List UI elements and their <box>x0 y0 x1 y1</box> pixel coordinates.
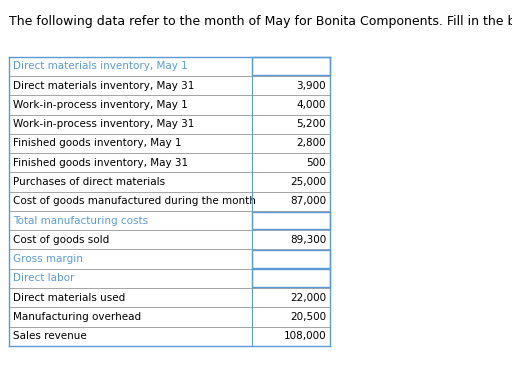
Bar <box>9 172 330 192</box>
Text: 20,500: 20,500 <box>290 312 326 322</box>
Text: Cost of goods manufactured during the month: Cost of goods manufactured during the mo… <box>13 196 256 206</box>
Text: Direct materials inventory, May 31: Direct materials inventory, May 31 <box>13 81 195 91</box>
Bar <box>9 115 330 134</box>
Bar <box>251 57 330 75</box>
Bar <box>9 153 330 172</box>
Text: Total manufacturing costs: Total manufacturing costs <box>13 216 148 225</box>
Text: 108,000: 108,000 <box>284 331 326 341</box>
Text: 500: 500 <box>307 158 326 168</box>
Bar <box>251 250 330 268</box>
Bar <box>9 269 330 288</box>
Text: 89,300: 89,300 <box>290 235 326 245</box>
Text: 25,000: 25,000 <box>290 177 326 187</box>
Text: The following data refer to the month of May for Bonita Components. Fill in the : The following data refer to the month of… <box>9 15 512 28</box>
Text: 5,200: 5,200 <box>296 119 326 129</box>
Text: 22,000: 22,000 <box>290 293 326 303</box>
Text: Direct materials inventory, May 1: Direct materials inventory, May 1 <box>13 61 188 71</box>
Bar <box>9 211 330 230</box>
Text: Gross margin: Gross margin <box>13 254 83 264</box>
Text: Finished goods inventory, May 1: Finished goods inventory, May 1 <box>13 138 182 149</box>
Bar <box>9 57 330 76</box>
Text: 3,900: 3,900 <box>296 81 326 91</box>
Text: Finished goods inventory, May 31: Finished goods inventory, May 31 <box>13 158 188 168</box>
Bar <box>9 307 330 326</box>
Bar <box>251 269 330 287</box>
Text: Cost of goods sold: Cost of goods sold <box>13 235 110 245</box>
Bar <box>9 288 330 307</box>
Text: Work-in-process inventory, May 31: Work-in-process inventory, May 31 <box>13 119 195 129</box>
Bar <box>9 230 330 250</box>
Bar <box>9 95 330 115</box>
Text: Manufacturing overhead: Manufacturing overhead <box>13 312 141 322</box>
Bar <box>251 212 330 229</box>
Text: Sales revenue: Sales revenue <box>13 331 87 341</box>
Text: Purchases of direct materials: Purchases of direct materials <box>13 177 165 187</box>
Bar <box>9 134 330 153</box>
Text: Work-in-process inventory, May 1: Work-in-process inventory, May 1 <box>13 100 188 110</box>
Text: Direct labor: Direct labor <box>13 273 75 283</box>
Text: 4,000: 4,000 <box>296 100 326 110</box>
Text: Direct materials used: Direct materials used <box>13 293 125 303</box>
Text: 87,000: 87,000 <box>290 196 326 206</box>
Bar <box>9 326 330 346</box>
Bar <box>9 76 330 95</box>
Text: 2,800: 2,800 <box>296 138 326 149</box>
Bar <box>9 250 330 269</box>
Bar <box>9 192 330 211</box>
